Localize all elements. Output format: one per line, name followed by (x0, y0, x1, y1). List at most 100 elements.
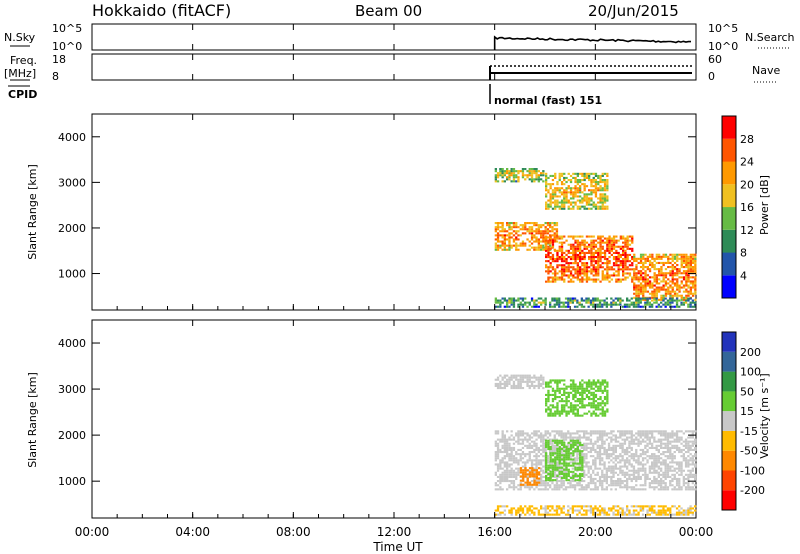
range-gate-cell (610, 484, 613, 487)
range-gate-cell (579, 249, 582, 252)
range-gate-cell (517, 170, 520, 173)
range-gate-cell (554, 479, 557, 482)
range-gate-cell (637, 297, 640, 300)
range-gate-cell (599, 197, 602, 200)
range-gate-cell (521, 465, 525, 468)
colorbar-swatch (722, 116, 736, 139)
range-gate-cell (573, 459, 577, 462)
range-gate-cell (678, 482, 681, 485)
range-gate-cell (612, 484, 615, 487)
range-gate-cell (682, 266, 686, 269)
range-gate-cell (637, 459, 640, 462)
range-gate-cell (657, 471, 660, 474)
range-gate-cell (662, 475, 665, 478)
range-gate-cell (666, 486, 670, 489)
range-gate-cell (601, 172, 604, 175)
range-gate-cell (603, 301, 606, 304)
range-gate-cell (664, 284, 668, 287)
range-gate-cell (563, 474, 566, 477)
range-gate-cell (583, 509, 586, 512)
range-gate-cell (563, 274, 566, 277)
range-gate-cell (603, 276, 607, 279)
range-gate-cell (648, 471, 651, 474)
range-gate-cell (551, 256, 555, 259)
range-gate-cell (657, 482, 660, 485)
range-gate-cell (540, 467, 543, 470)
range-gate-cell (610, 239, 613, 242)
range-gate-cell (603, 475, 606, 478)
range-gate-cell (554, 379, 557, 382)
range-gate-cell (526, 384, 529, 387)
range-gate-cell (503, 387, 506, 390)
range-gate-cell (676, 282, 679, 285)
range-gate-cell (592, 203, 595, 206)
range-gate-cell (653, 509, 656, 512)
range-gate-cell (546, 430, 550, 433)
range-gate-cell (605, 471, 608, 474)
range-gate-cell (503, 465, 506, 468)
range-gate-cell (528, 232, 531, 235)
range-gate-cell (556, 439, 559, 442)
range-gate-cell (588, 199, 591, 202)
range-gate-cell (528, 459, 531, 462)
range-gate-cell (635, 455, 638, 458)
range-gate-cell (603, 463, 606, 466)
range-gate-cell (510, 244, 513, 247)
range-gate-cell (583, 387, 586, 390)
range-gate-cell (626, 486, 629, 489)
range-gate-cell (581, 174, 584, 177)
range-gate-cell (694, 488, 697, 491)
range-gate-cell (501, 473, 504, 476)
range-gate-cell (617, 477, 620, 480)
range-gate-cell (494, 488, 497, 491)
range-gate-cell (535, 230, 538, 233)
range-gate-cell (596, 444, 599, 447)
range-gate-cell (517, 178, 520, 181)
range-gate-cell (576, 179, 579, 182)
range-gate-cell (648, 507, 651, 510)
range-gate-cell (535, 471, 538, 474)
range-gate-cell (655, 280, 658, 283)
range-gate-cell (585, 251, 589, 254)
range-gate-cell (508, 226, 511, 229)
range-gate-cell (662, 507, 665, 510)
range-gate-cell (581, 450, 584, 453)
range-gate-cell (637, 270, 640, 273)
range-gate-cell (598, 475, 602, 478)
range-gate-cell (635, 297, 638, 300)
range-gate-cell (517, 297, 520, 300)
range-gate-cell (576, 247, 579, 250)
range-gate-cell (576, 436, 579, 439)
range-gate-cell (551, 253, 555, 256)
range-gate-cell (569, 385, 573, 388)
range-gate-cell (655, 471, 658, 474)
range-gate-cell (630, 480, 633, 483)
range-gate-cell (549, 486, 552, 489)
range-gate-cell (554, 189, 557, 192)
range-gate-cell (573, 305, 577, 308)
y-tick-label: 3000 (58, 383, 86, 396)
range-gate-cell (635, 301, 638, 304)
scatter-band-0 (494, 168, 545, 183)
range-gate-cell (560, 470, 564, 473)
range-gate-cell (689, 253, 692, 256)
power-colorbar-label: Power [dB] (758, 175, 771, 235)
range-gate-cell (639, 477, 642, 480)
range-gate-cell (675, 446, 679, 449)
range-gate-cell (583, 406, 586, 409)
range-gate-cell (623, 432, 627, 435)
range-gate-cell (494, 299, 497, 302)
range-gate-cell (626, 467, 629, 470)
range-gate-cell (655, 513, 658, 516)
range-gate-cell (510, 232, 513, 235)
range-gate-cell (646, 259, 649, 262)
range-gate-cell (576, 389, 579, 392)
range-gate-cell (632, 511, 636, 514)
range-gate-cell (594, 482, 597, 485)
range-gate-cell (664, 482, 667, 485)
range-gate-cell (585, 262, 589, 265)
range-gate-cell (565, 387, 568, 390)
range-gate-cell (576, 235, 579, 238)
range-gate-cell (603, 193, 607, 196)
range-gate-cell (521, 451, 525, 454)
